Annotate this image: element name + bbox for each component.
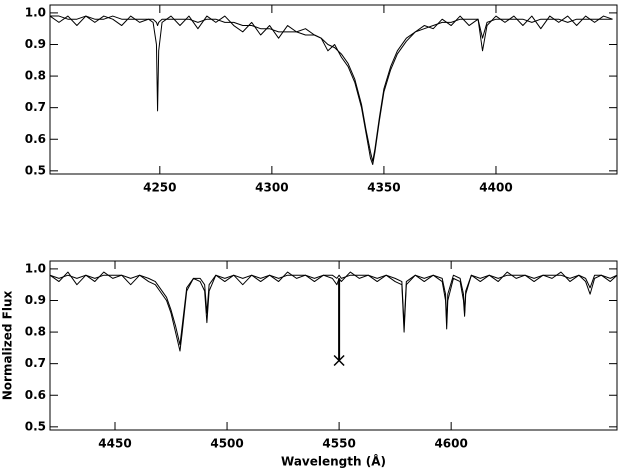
spectrum-line [49,271,618,352]
plot-frame [49,260,618,431]
y-tick-label: 0.6 [25,132,46,146]
x-axis-label: Wavelength (Å) [281,454,386,469]
y-tick-label: 0.8 [25,69,46,83]
spectrum-line [49,274,618,346]
x-tick-label: 4600 [434,437,467,451]
y-axis-label: Normalized Flux [1,290,15,400]
x-tick-label: 4450 [98,437,131,451]
y-tick-label: 0.7 [25,100,46,114]
spectrum-line [49,15,613,166]
y-tick-label: 0.9 [25,37,46,51]
marker-cross [333,354,345,367]
x-tick-label: 4550 [322,437,355,451]
x-tick-label: 4250 [143,181,176,195]
y-tick-label: 0.5 [25,419,46,433]
y-tick-label: 0.7 [25,356,46,370]
y-tick-label: 0.9 [25,293,46,307]
plot-frame [49,4,618,175]
y-tick-label: 0.6 [25,388,46,402]
x-tick-label: 4400 [479,181,512,195]
spectrum-line [50,15,613,162]
y-tick-label: 0.5 [25,163,46,177]
x-tick-label: 4300 [255,181,288,195]
x-tick-label: 4500 [210,437,243,451]
y-tick-label: 1.0 [25,261,46,275]
y-tick-label: 0.8 [25,325,46,339]
y-tick-label: 1.0 [25,5,46,19]
x-tick-label: 4350 [367,181,400,195]
